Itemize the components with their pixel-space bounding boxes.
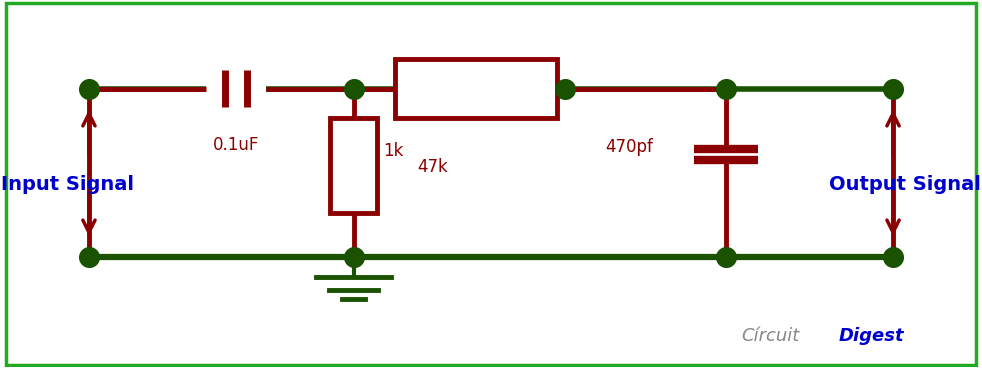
Point bbox=[346, 254, 361, 260]
Text: Digest: Digest bbox=[839, 327, 904, 345]
Point bbox=[346, 86, 361, 92]
Point bbox=[82, 86, 97, 92]
Point bbox=[719, 254, 735, 260]
Point bbox=[557, 86, 573, 92]
Text: 470pf: 470pf bbox=[605, 138, 653, 156]
Point bbox=[719, 86, 735, 92]
Point bbox=[885, 254, 900, 260]
Text: 0.1uF: 0.1uF bbox=[213, 136, 259, 154]
Bar bbox=[330, 118, 377, 213]
Point bbox=[885, 86, 900, 92]
Text: Input Signal: Input Signal bbox=[1, 174, 134, 194]
Text: Output Signal: Output Signal bbox=[830, 174, 981, 194]
Bar bbox=[396, 59, 557, 118]
Point bbox=[82, 254, 97, 260]
Text: Círcuit: Círcuit bbox=[741, 327, 799, 345]
Text: 47k: 47k bbox=[417, 158, 448, 176]
Text: 1k: 1k bbox=[383, 142, 404, 160]
